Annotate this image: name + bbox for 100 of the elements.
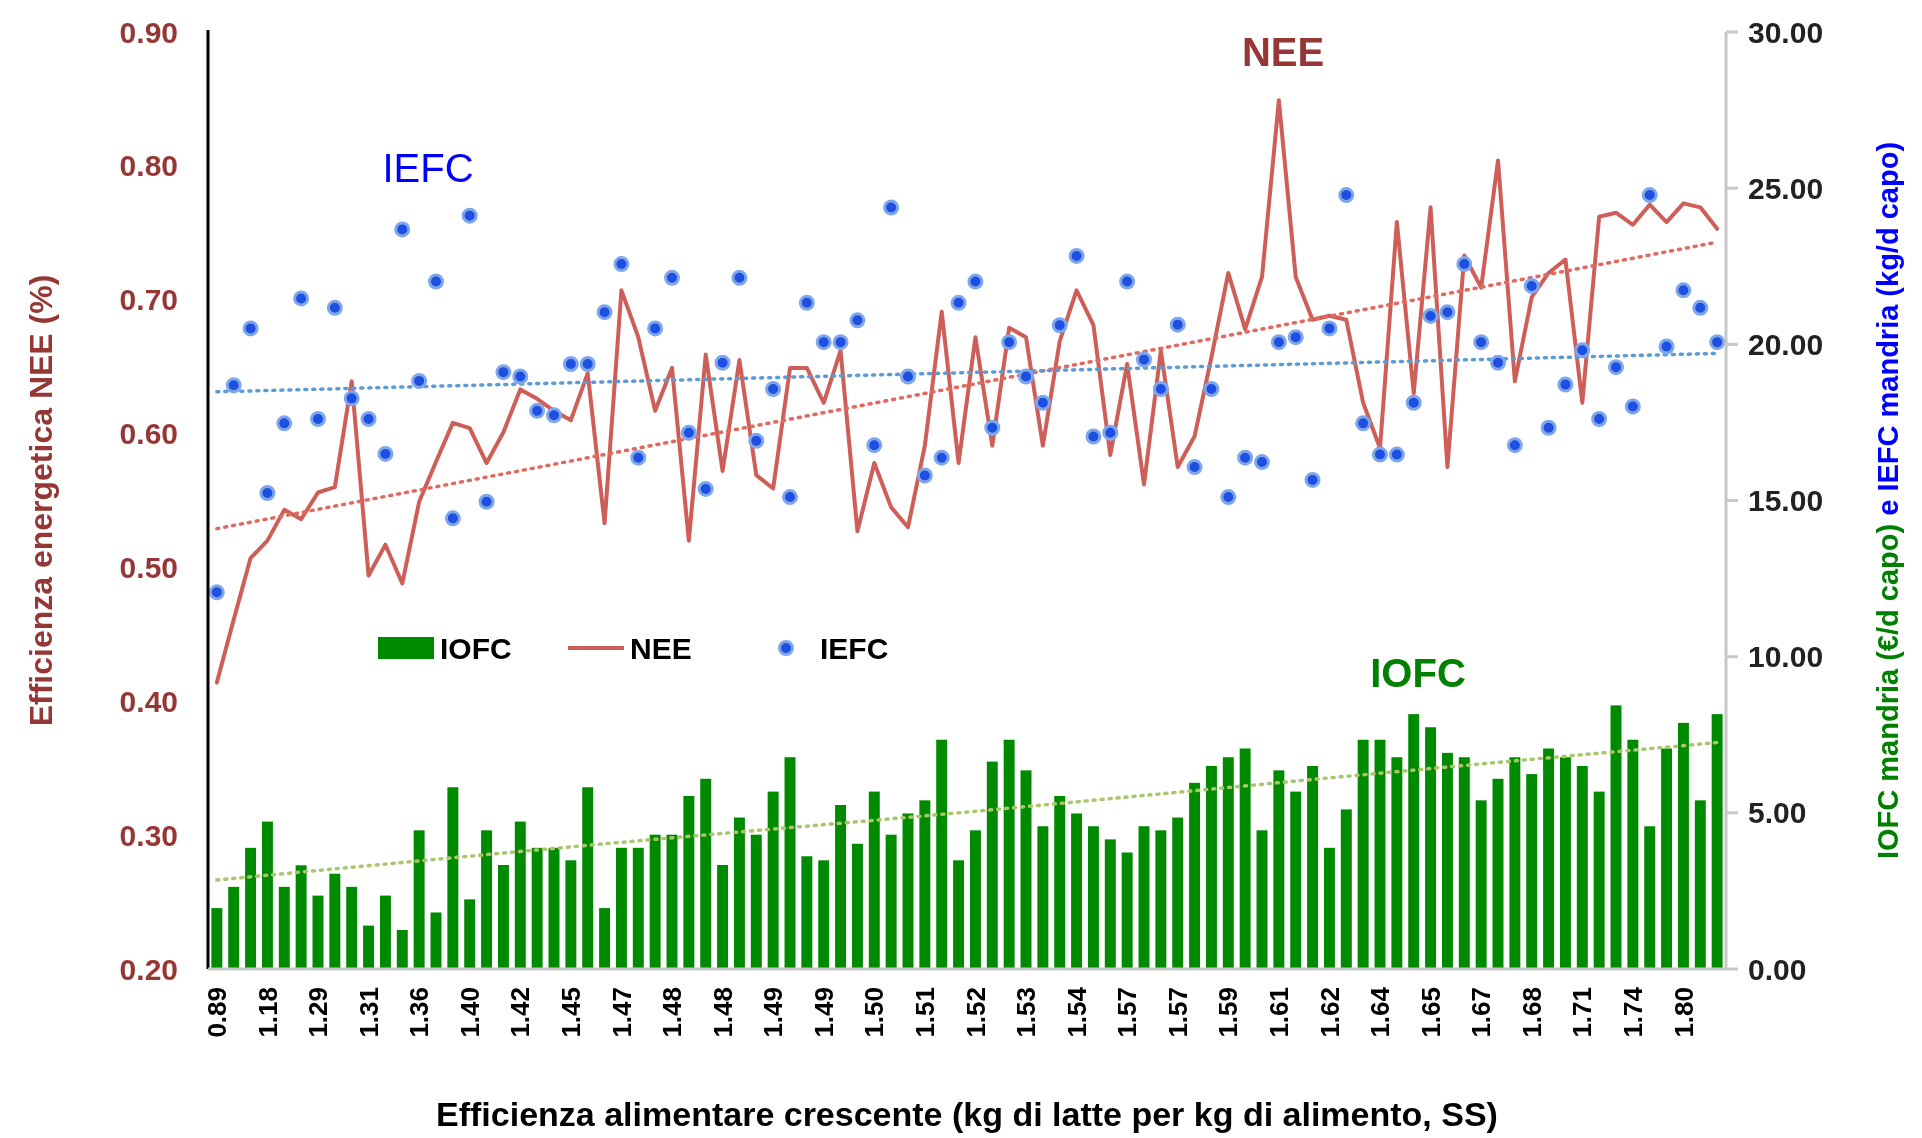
bar bbox=[632, 847, 644, 969]
bar bbox=[312, 895, 324, 969]
bar bbox=[1323, 847, 1335, 969]
x-tick-label: 1.71 bbox=[1567, 987, 1598, 1038]
bar bbox=[1458, 757, 1470, 969]
bar bbox=[1610, 705, 1622, 969]
bar bbox=[1054, 795, 1066, 969]
bar bbox=[430, 912, 442, 969]
bar bbox=[767, 791, 779, 969]
bar bbox=[885, 834, 897, 969]
x-tick-label: 1.74 bbox=[1617, 986, 1648, 1038]
x-tick-label: 1.18 bbox=[252, 987, 283, 1038]
bar bbox=[1576, 765, 1588, 969]
bar bbox=[1391, 757, 1403, 969]
bar bbox=[464, 899, 476, 969]
legend-label: IOFC bbox=[440, 631, 512, 665]
bar bbox=[1441, 752, 1453, 969]
bar bbox=[1543, 748, 1555, 969]
bar bbox=[986, 761, 998, 969]
bar bbox=[1087, 826, 1099, 969]
bar bbox=[1711, 714, 1723, 969]
y2-axis-title: IOFC mandria (€/d capo) e IEFC mandria (kg/d capo) bbox=[1872, 141, 1904, 860]
bar bbox=[1677, 722, 1689, 969]
bar bbox=[969, 830, 981, 969]
bar bbox=[1340, 809, 1352, 969]
x-tick-label: 1.48 bbox=[657, 987, 688, 1038]
bar bbox=[1509, 757, 1521, 969]
x-tick-label: 1.49 bbox=[758, 987, 789, 1038]
bar bbox=[278, 886, 290, 969]
x-tick-label: 0.89 bbox=[201, 987, 232, 1038]
x-tick-label: 1.68 bbox=[1516, 987, 1547, 1038]
bar bbox=[1526, 774, 1538, 969]
y-tick-label: 0.40 bbox=[119, 684, 178, 718]
y-tick-label: 0.90 bbox=[119, 15, 178, 49]
bar bbox=[447, 787, 459, 969]
bar bbox=[801, 856, 813, 969]
annotation: NEE bbox=[1241, 30, 1325, 74]
y2-tick-label: 5.00 bbox=[1748, 796, 1807, 830]
bar bbox=[1189, 782, 1201, 969]
y-tick-label: 0.20 bbox=[119, 952, 178, 986]
x-tick-label: 1.47 bbox=[606, 987, 637, 1038]
bar bbox=[548, 847, 560, 969]
x-tick-label: 1.48 bbox=[707, 987, 738, 1038]
y-tick-label: 0.60 bbox=[119, 417, 178, 451]
bar bbox=[1037, 826, 1049, 969]
bar bbox=[615, 847, 627, 969]
x-tick-label: 1.42 bbox=[505, 987, 536, 1038]
x-tick-label: 1.62 bbox=[1314, 987, 1345, 1038]
x-tick-label: 1.36 bbox=[404, 987, 435, 1038]
line-series bbox=[214, 98, 1720, 685]
bar bbox=[565, 860, 577, 969]
bar bbox=[1593, 791, 1605, 969]
bar bbox=[1104, 839, 1116, 969]
bar bbox=[396, 929, 408, 969]
bar bbox=[211, 908, 223, 969]
bar bbox=[481, 830, 493, 969]
y2-tick-label: 30.00 bbox=[1748, 15, 1824, 49]
bar bbox=[784, 757, 796, 969]
bar bbox=[1661, 748, 1673, 969]
y2-tick-label: 20.00 bbox=[1748, 327, 1824, 361]
x-tick-label: 1.40 bbox=[454, 987, 485, 1038]
annotation: IEFC bbox=[382, 146, 474, 190]
bar bbox=[717, 864, 729, 969]
bar bbox=[1020, 770, 1032, 969]
bar bbox=[818, 860, 830, 969]
y2-tick-label: 15.00 bbox=[1748, 484, 1824, 517]
x-tick-label: 1.57 bbox=[1112, 987, 1143, 1038]
bar bbox=[346, 886, 358, 969]
bar bbox=[1239, 748, 1251, 969]
bar bbox=[1559, 757, 1571, 969]
bar bbox=[514, 821, 526, 969]
bar bbox=[1357, 739, 1369, 969]
x-tick-label: 1.52 bbox=[960, 987, 991, 1038]
bar bbox=[1138, 826, 1150, 969]
y-tick-label: 0.30 bbox=[119, 818, 178, 852]
y-tick-label: 0.70 bbox=[119, 283, 178, 317]
bar bbox=[1155, 830, 1167, 969]
bar bbox=[919, 800, 931, 969]
bar bbox=[733, 817, 745, 969]
annotation: IOFC bbox=[1370, 651, 1466, 695]
bar bbox=[228, 886, 240, 969]
bar bbox=[1307, 765, 1319, 969]
x-tick-label: 1.53 bbox=[1011, 987, 1042, 1038]
x-tick-label: 1.57 bbox=[1162, 987, 1193, 1038]
bar bbox=[1694, 800, 1706, 969]
bar bbox=[363, 925, 375, 969]
x-tick-label: 1.45 bbox=[555, 987, 586, 1038]
bar bbox=[936, 739, 948, 969]
bar bbox=[1492, 778, 1504, 969]
bar bbox=[582, 787, 594, 969]
legend-label: NEE bbox=[630, 631, 692, 665]
x-tick-label: 1.61 bbox=[1263, 987, 1294, 1038]
bar bbox=[1475, 800, 1487, 969]
bar bbox=[953, 860, 965, 969]
y2-tick-label: 10.00 bbox=[1748, 640, 1824, 674]
bar bbox=[379, 895, 391, 969]
bar bbox=[531, 847, 543, 969]
bar bbox=[1003, 739, 1015, 969]
bar bbox=[1290, 791, 1302, 969]
bar bbox=[329, 873, 341, 969]
